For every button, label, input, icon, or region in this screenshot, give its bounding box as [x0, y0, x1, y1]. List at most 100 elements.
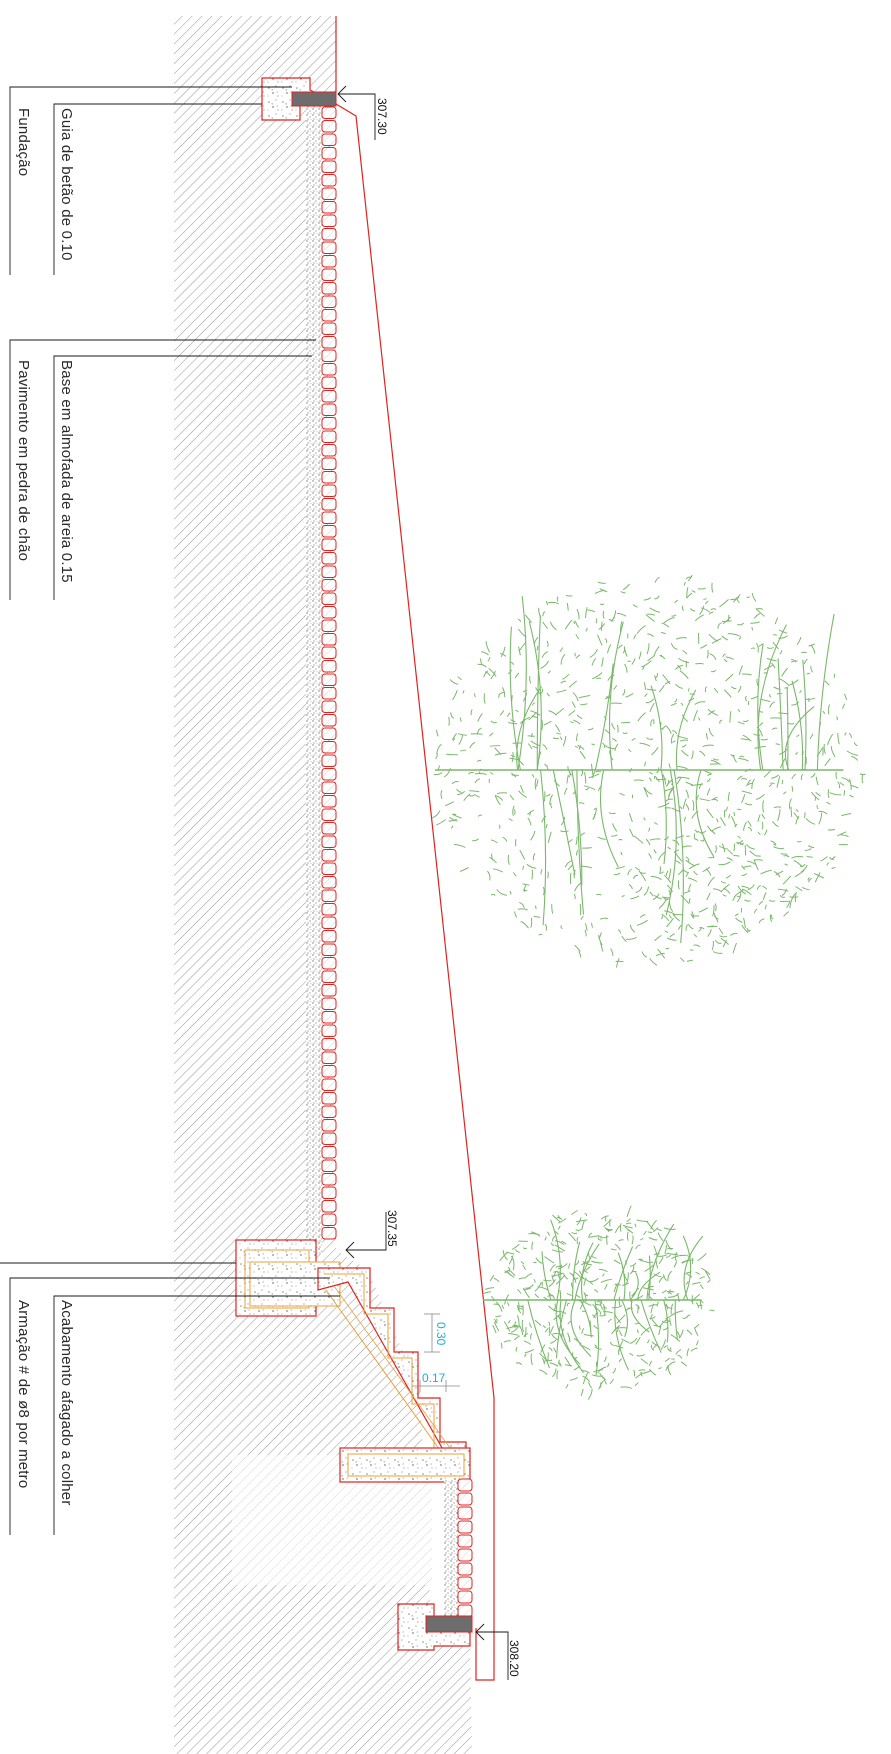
paver-stone — [457, 1604, 473, 1618]
paver-stone — [321, 808, 337, 821]
paver-stone — [321, 255, 337, 268]
paver-stone — [321, 336, 337, 349]
paver-stone — [321, 1051, 337, 1064]
paver-stone — [457, 1562, 473, 1576]
level-308-20: 308.20 — [507, 1640, 521, 1677]
paver-stone — [321, 538, 337, 551]
paver-stone — [321, 1105, 337, 1118]
label-armacao: Armação # de ø8 por metro — [15, 1300, 32, 1489]
sand-bed-lower — [444, 1480, 458, 1622]
slope-outline — [335, 103, 495, 1681]
paver-stone — [321, 768, 337, 781]
leader-lines — [0, 86, 340, 1535]
paver-stone — [321, 957, 337, 970]
paver-stone — [321, 592, 337, 605]
paver-stone — [321, 862, 337, 875]
paver-stone — [321, 457, 337, 470]
level-307-35: 307.35 — [385, 1210, 399, 1247]
paver-stone — [321, 525, 337, 538]
paver-stone — [321, 1132, 337, 1145]
level-markers — [337, 85, 509, 1680]
label-fundacao: Fundação — [15, 108, 32, 177]
paver-stone — [321, 1173, 337, 1186]
paver-stone — [321, 390, 337, 403]
paver-stone — [321, 687, 337, 700]
paver-stone — [321, 282, 337, 295]
paver-stone — [321, 106, 337, 119]
tree-large — [432, 574, 866, 968]
paver-stone — [321, 498, 337, 511]
top-curb-foundation — [261, 77, 337, 121]
paver-stone — [321, 228, 337, 241]
paver-stone — [321, 1227, 337, 1240]
paver-stone — [321, 727, 337, 740]
label-pavimento: Pavimento em pedra de chão — [15, 360, 32, 562]
paver-stone — [321, 646, 337, 659]
stone-pavement-upper — [321, 106, 337, 1240]
paver-stone — [321, 1038, 337, 1051]
paver-stone — [321, 187, 337, 200]
paver-stone — [457, 1492, 473, 1506]
paver-stone — [321, 1078, 337, 1091]
paver-stone — [321, 430, 337, 443]
paver-stone — [321, 1011, 337, 1024]
paver-stone — [457, 1534, 473, 1548]
bottom-curb-foundation — [397, 1603, 473, 1651]
paver-stone — [321, 511, 337, 524]
paver-stone — [321, 120, 337, 133]
paver-stone — [321, 484, 337, 497]
paver-stone — [321, 160, 337, 173]
paver-stone — [321, 997, 337, 1010]
paver-stone — [321, 903, 337, 916]
paver-stone — [321, 1092, 337, 1105]
paver-stone — [321, 417, 337, 430]
paver-stone — [457, 1590, 473, 1604]
paver-stone — [321, 673, 337, 686]
paver-stone — [321, 201, 337, 214]
paver-stone — [321, 147, 337, 160]
paver-stone — [457, 1576, 473, 1590]
paver-stone — [321, 1119, 337, 1132]
paver-stone — [321, 754, 337, 767]
label-base-areia: Base em almofada de areia 0.15 — [58, 360, 75, 583]
paver-stone — [321, 444, 337, 457]
paver-stone — [321, 606, 337, 619]
paver-stone — [321, 876, 337, 889]
paver-stone — [321, 633, 337, 646]
paver-stone — [321, 1024, 337, 1037]
paver-stone — [321, 295, 337, 308]
tree-small — [482, 1205, 715, 1400]
dimension-tread: 0.17 — [422, 1371, 446, 1385]
paver-stone — [457, 1506, 473, 1520]
paver-stone — [321, 471, 337, 484]
paver-stone — [321, 984, 337, 997]
paver-stone — [321, 795, 337, 808]
paver-stone — [321, 241, 337, 254]
label-guia-betao: Guia de betão de 0.10 — [58, 108, 75, 261]
paver-stone — [321, 714, 337, 727]
paver-stone — [321, 889, 337, 902]
label-acabamento: Acabamento afagado a colher — [58, 1300, 75, 1506]
paver-stone — [321, 943, 337, 956]
paver-stone — [321, 403, 337, 416]
dimension-lines — [412, 1313, 460, 1392]
paver-stone — [321, 970, 337, 983]
paver-stone — [321, 1065, 337, 1078]
paver-stone — [321, 133, 337, 146]
paver-stone — [321, 1146, 337, 1159]
paver-stone — [321, 835, 337, 848]
sand-bed — [306, 104, 322, 1254]
paver-stone — [457, 1520, 473, 1534]
paver-stone — [321, 579, 337, 592]
paver-stone — [321, 1213, 337, 1226]
paver-stone — [321, 322, 337, 335]
paver-stone — [321, 349, 337, 362]
paver-stone — [321, 849, 337, 862]
paver-stone — [457, 1478, 473, 1492]
paver-stone — [321, 565, 337, 578]
paver-stone — [321, 700, 337, 713]
paver-stone — [321, 781, 337, 794]
paver-stone — [321, 1186, 337, 1199]
paver-stone — [321, 363, 337, 376]
